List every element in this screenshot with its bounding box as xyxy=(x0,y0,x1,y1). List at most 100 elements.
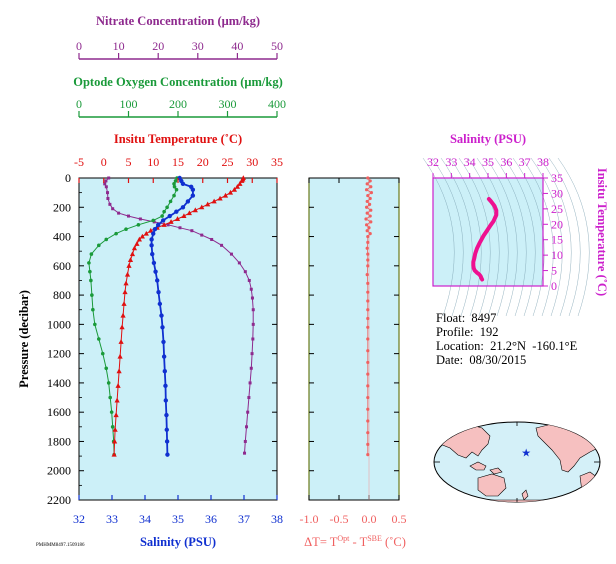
temperature-tick-label: -5 xyxy=(74,155,84,169)
nitrate-marker xyxy=(243,270,247,274)
oxygen-marker xyxy=(172,193,176,198)
oxygen-marker xyxy=(109,410,114,414)
delta-t-marker xyxy=(369,220,373,224)
nitrate-marker xyxy=(107,176,111,180)
delta-t-marker xyxy=(366,176,370,180)
temperature-axis-title: Insitu Temperature (˚C) xyxy=(114,132,242,146)
salinity-marker xyxy=(161,339,166,345)
nitrate-tick-label: 40 xyxy=(231,39,243,53)
delta-t-marker xyxy=(366,240,370,244)
delta-t-marker xyxy=(365,246,369,250)
pressure-tick-label: 1200 xyxy=(47,347,71,361)
temperature-marker xyxy=(136,236,142,242)
salinity-marker xyxy=(151,260,157,266)
salinity-tick-label: 32 xyxy=(73,512,85,526)
delta-t-tick-label: -0.5 xyxy=(330,512,349,526)
delta-t-marker xyxy=(366,316,370,321)
ts-temperature-tick-label: 20 xyxy=(551,217,563,231)
ts-temperature-tick-label: 30 xyxy=(551,186,563,200)
nitrate-marker xyxy=(106,191,110,195)
delta-t-marker xyxy=(366,252,370,256)
nitrate-marker xyxy=(250,296,254,300)
oxygen-marker xyxy=(168,199,173,204)
salinity-marker xyxy=(163,383,168,389)
oxygen-marker xyxy=(106,381,111,385)
nitrate-marker xyxy=(243,439,247,443)
salinity-marker xyxy=(185,199,191,204)
salinity-marker xyxy=(180,205,186,210)
ts-temperature-tick-label: 35 xyxy=(551,171,563,185)
map-graticule xyxy=(434,422,600,502)
salinity-marker xyxy=(157,301,163,307)
delta-t-marker xyxy=(366,308,370,312)
profile-date: Date: 08/30/2015 xyxy=(436,353,527,367)
float-info-block: Float: 8497 Profile: 192 Location: 21.2°… xyxy=(436,311,577,367)
temperature-axis-ticks: -5 0 5 10 15 20 25 30 35 xyxy=(74,155,283,183)
nitrate-marker xyxy=(108,202,112,206)
delta-t-marker xyxy=(365,188,369,192)
salinity-marker xyxy=(159,313,164,318)
delta-t-marker xyxy=(366,372,370,376)
delta-t-marker xyxy=(369,191,373,195)
oxygen-tick-label: 300 xyxy=(219,97,237,111)
profile-number: Profile: 192 xyxy=(436,325,499,339)
nitrate-marker xyxy=(104,179,108,183)
nitrate-marker xyxy=(250,352,254,356)
temperature-tick-label: 5 xyxy=(126,155,132,169)
oxygen-marker xyxy=(87,261,91,265)
ts-curve xyxy=(471,197,499,282)
nitrate-marker xyxy=(117,211,121,215)
ts-salinity-tick-label: 33 xyxy=(445,155,457,169)
oxygen-marker xyxy=(110,425,115,429)
temperature-tick-label: 15 xyxy=(172,155,184,169)
map-land-australia xyxy=(477,473,507,497)
salinity-marker xyxy=(164,412,169,418)
ts-salinity-tick-label: 35 xyxy=(482,155,494,169)
salinity-marker xyxy=(163,398,168,403)
temperature-marker xyxy=(129,251,136,257)
pressure-tick-label: 1800 xyxy=(47,434,71,448)
temperature-marker xyxy=(234,183,240,189)
nitrate-marker xyxy=(190,229,194,233)
delta-t-marker xyxy=(366,407,370,411)
temperature-tick-label: 0 xyxy=(101,155,107,169)
nitrate-marker xyxy=(178,226,182,230)
salinity-marker xyxy=(190,193,196,198)
temperature-marker xyxy=(161,222,167,227)
oxygen-marker xyxy=(151,218,156,223)
oxygen-marker xyxy=(160,214,164,218)
footer-code: PMHMM8497.1509186 xyxy=(36,543,85,548)
oxygen-marker xyxy=(97,337,101,341)
delta-t-marker xyxy=(365,182,369,186)
profile-pressure-ticks: 0 200 400 600 800 1000 1200 1400 1600 1800 2000 220… xyxy=(47,171,277,507)
nitrate-marker xyxy=(251,308,255,312)
nitrate-marker xyxy=(246,410,250,414)
oxygen-axis-title: Optode Oxygen Concentration (μm/kg) xyxy=(73,75,283,89)
oxygen-marker xyxy=(104,366,109,371)
delta-t-marker xyxy=(364,217,368,221)
temperature-tick-label: 10 xyxy=(147,155,159,169)
salinity-marker xyxy=(165,452,170,457)
salinity-marker xyxy=(156,222,161,228)
temperature-marker xyxy=(131,245,138,251)
nitrate-marker xyxy=(251,337,255,341)
nitrate-marker xyxy=(248,381,252,385)
ts-salinity-title: Salinity (PSU) xyxy=(450,132,526,146)
salinity-marker xyxy=(153,269,158,274)
salinity-marker xyxy=(174,209,179,214)
ts-salinity-tick-label: 32 xyxy=(427,155,439,169)
salinity-marker xyxy=(149,237,154,242)
float-location: Location: 21.2°N -160.1°E xyxy=(436,339,578,353)
oxygen-marker xyxy=(108,395,112,400)
delta-t-marker xyxy=(366,431,370,435)
delta-t-marker xyxy=(366,395,370,400)
delta-t-marker xyxy=(366,384,370,388)
salinity-marker xyxy=(160,325,165,330)
temperature-marker xyxy=(116,368,122,374)
temperature-marker xyxy=(211,198,217,204)
delta-t-marker xyxy=(366,325,370,329)
temperature-marker xyxy=(127,257,134,262)
ts-density-contour xyxy=(422,157,455,317)
